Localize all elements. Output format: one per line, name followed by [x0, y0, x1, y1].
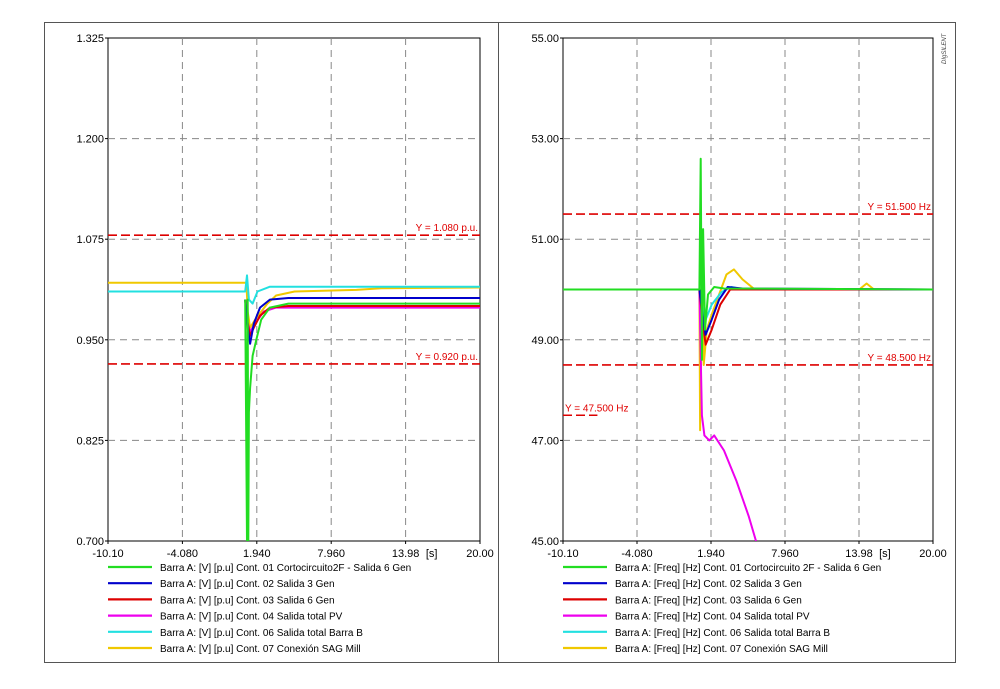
y-tick-label: 53.00	[531, 134, 559, 146]
reference-line-label: Y = 47.500 Hz	[565, 403, 628, 414]
legend-label: Barra A: [Freq] [Hz] Cont. 07 Conexión S…	[615, 644, 828, 655]
x-tick-label: -4.080	[621, 548, 652, 560]
y-tick-label: 49.00	[531, 335, 559, 347]
x-tick-label: 20.00	[466, 548, 494, 560]
x-unit-label: [s]	[879, 548, 891, 560]
legend-label: Barra A: [V] [p.u] Cont. 04 Salida total…	[160, 612, 343, 623]
legend-label: Barra A: [V] [p.u] Cont. 03 Salida 6 Gen	[160, 595, 335, 606]
x-tick-label: 20.00	[919, 548, 947, 560]
legend-label: Barra A: [V] [p.u] Cont. 02 Salida 3 Gen	[160, 579, 335, 590]
reference-line-label: Y = 0.920 p.u.	[416, 352, 478, 363]
legend-label: Barra A: [V] [p.u] Cont. 07 Conexión SAG…	[160, 644, 361, 655]
legend-label: Barra A: [Freq] [Hz] Cont. 03 Salida 6 G…	[615, 595, 802, 606]
plot-area	[107, 37, 481, 542]
chart-panel-2: 45.00 47.00 49.00 51.00 53.00 55.00 -10.10 -4.0…	[531, 33, 946, 655]
legend-label: Barra A: [Freq] [Hz] Cont. 02 Salida 3 G…	[615, 579, 802, 590]
legend-label: Barra A: [V] [p.u] Cont. 06 Salida total…	[160, 628, 363, 639]
y-tick-label: 0.825	[76, 435, 104, 447]
chart-frame	[44, 22, 956, 663]
x-tick-label: 13.98	[845, 548, 873, 560]
x-tick-label: 1.940	[697, 548, 725, 560]
panel-divider	[498, 22, 499, 663]
y-tick-label: 0.700	[76, 536, 104, 548]
y-tick-label: 45.00	[531, 536, 559, 548]
reference-line-label: Y = 1.080 p.u.	[416, 223, 478, 234]
x-tick-label: -10.10	[547, 548, 578, 560]
series-line-magenta	[698, 289, 757, 541]
x-tick-label: -10.10	[92, 548, 123, 560]
y-tick-label: 1.200	[76, 134, 104, 146]
reference-line-label: Y = 51.500 Hz	[868, 202, 931, 213]
x-tick-label: 1.940	[243, 548, 271, 560]
legend-label: Barra A: [Freq] [Hz] Cont. 06 Salida tot…	[615, 628, 830, 639]
legend-label: Barra A: [Freq] [Hz] Cont. 01 Cortocircu…	[615, 563, 881, 574]
y-tick-label: 0.950	[76, 335, 104, 347]
y-tick-label: 47.00	[531, 435, 559, 447]
y-tick-label: 1.075	[76, 234, 104, 246]
x-tick-label: -4.080	[167, 548, 198, 560]
x-tick-label: 13.98	[392, 548, 420, 560]
x-tick-label: 7.960	[771, 548, 799, 560]
x-tick-label: 7.960	[317, 548, 345, 560]
chart-panel-1: 0.700 0.825 0.950 1.075 1.200 1.325 -10.10 -4.0…	[76, 33, 493, 655]
series-line-cyan	[108, 274, 480, 305]
y-tick-label: 55.00	[531, 33, 559, 45]
series-line-green	[244, 298, 480, 541]
x-unit-label: [s]	[426, 548, 438, 560]
legend-label: Barra A: [Freq] [Hz] Cont. 04 Salida tot…	[615, 612, 810, 623]
reference-line-label: Y = 48.500 Hz	[868, 353, 931, 364]
brand-logo: DIgSILENT	[942, 32, 948, 64]
y-tick-label: 51.00	[531, 234, 559, 246]
y-tick-label: 1.325	[76, 33, 104, 45]
series-line-green	[563, 157, 933, 361]
legend-label: Barra A: [V] [p.u] Cont. 01 Cortocircuit…	[160, 563, 411, 574]
